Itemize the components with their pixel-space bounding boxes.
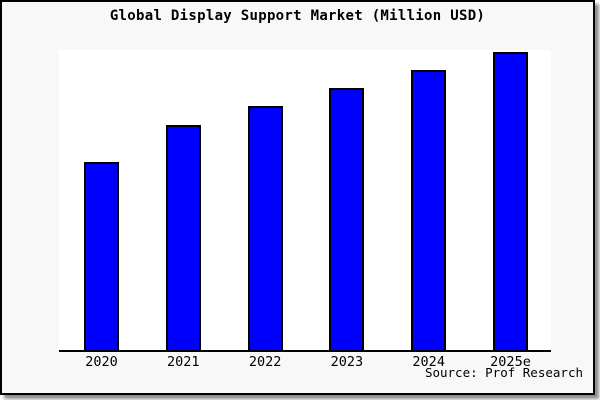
chart-frame: Global Display Support Market (Million U… [0, 0, 595, 395]
bar-2023 [329, 88, 365, 350]
bar-2025e [493, 52, 528, 350]
x-tick-label-2023: 2023 [330, 354, 364, 370]
source-credit: Source: Prof Research [424, 365, 583, 380]
plot-area [59, 50, 551, 352]
bar-2021 [165, 125, 201, 350]
x-tick-label-2020: 2020 [85, 354, 118, 370]
chart-title: Global Display Support Market (Million U… [109, 8, 486, 24]
bar-2022 [247, 106, 283, 350]
bar-2020 [84, 162, 119, 350]
bar-2024 [411, 70, 447, 350]
x-tick-label-2022: 2022 [248, 354, 282, 370]
x-tick-label-2021: 2021 [167, 354, 200, 370]
